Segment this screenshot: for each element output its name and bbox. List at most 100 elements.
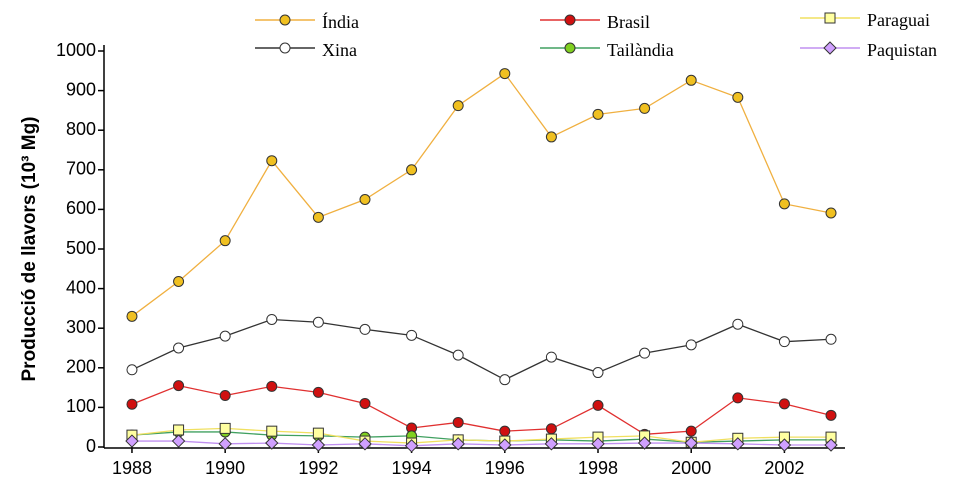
data-point xyxy=(171,434,186,448)
legend-label: Índia xyxy=(322,11,359,32)
data-point xyxy=(218,437,232,451)
data-point xyxy=(592,399,604,411)
data-point xyxy=(266,380,278,392)
data-point xyxy=(591,437,605,451)
data-point xyxy=(126,398,138,410)
data-point xyxy=(778,336,790,348)
data-point xyxy=(359,194,371,205)
data-point xyxy=(592,108,604,120)
data-point xyxy=(778,198,790,210)
data-point xyxy=(544,437,559,451)
data-point xyxy=(639,102,651,114)
x-tick-label: 2002 xyxy=(764,458,804,478)
series-line xyxy=(131,384,832,435)
data-point xyxy=(545,131,557,143)
y-tick-label: 1000 xyxy=(56,40,96,60)
x-tick-label: 1988 xyxy=(112,458,152,478)
legend-marker xyxy=(824,12,836,24)
data-point xyxy=(266,313,278,325)
data-point xyxy=(545,351,557,363)
legend-marker xyxy=(564,14,576,26)
data-point xyxy=(824,438,838,452)
data-point xyxy=(732,318,744,330)
series-line xyxy=(131,427,832,444)
data-point xyxy=(219,390,231,402)
data-point xyxy=(173,275,185,287)
data-point xyxy=(312,211,324,223)
data-point xyxy=(545,423,557,435)
data-point xyxy=(825,409,837,421)
x-tick-label: 1994 xyxy=(392,458,432,478)
data-point xyxy=(173,342,185,354)
data-point xyxy=(173,424,185,436)
y-tick-label: 400 xyxy=(66,277,96,297)
data-point xyxy=(173,380,185,392)
data-point xyxy=(731,437,745,451)
data-point xyxy=(592,367,604,379)
series-line xyxy=(131,72,832,317)
y-tick-label: 800 xyxy=(66,119,96,139)
x-tick-label: 1992 xyxy=(298,458,338,478)
data-point xyxy=(452,100,464,112)
data-point xyxy=(406,329,418,341)
legend-label: Tailàndia xyxy=(607,40,674,60)
data-point xyxy=(219,330,231,342)
y-tick-label: 100 xyxy=(66,396,96,416)
data-point xyxy=(219,422,231,434)
y-tick-label: 700 xyxy=(66,159,96,179)
data-point xyxy=(452,349,464,361)
legend-marker xyxy=(279,14,291,26)
data-point xyxy=(359,397,371,409)
y-tick-label: 600 xyxy=(66,198,96,218)
data-point xyxy=(498,438,512,452)
legend-label: Paraguai xyxy=(867,10,930,30)
data-point xyxy=(312,316,324,328)
data-point xyxy=(499,425,511,437)
data-point xyxy=(265,436,279,450)
y-tick-label: 900 xyxy=(66,79,96,99)
y-tick-label: 300 xyxy=(66,317,96,337)
x-tick-label: 2000 xyxy=(671,458,711,478)
data-point xyxy=(732,392,744,404)
data-point xyxy=(685,339,697,351)
data-point xyxy=(311,438,326,452)
y-tick-label: 200 xyxy=(66,357,96,377)
data-point xyxy=(452,416,464,428)
legend-marker xyxy=(823,41,837,55)
data-point xyxy=(825,333,837,345)
series-line xyxy=(131,440,832,447)
data-point xyxy=(639,347,651,359)
data-point xyxy=(685,425,697,437)
y-tick-label: 0 xyxy=(86,436,96,456)
data-point xyxy=(732,91,744,103)
x-tick-label: 1996 xyxy=(485,458,525,478)
data-point xyxy=(126,310,138,322)
data-point xyxy=(266,155,278,167)
y-axis-label: Producció de llavors (10³ Mg) xyxy=(19,117,40,382)
data-point xyxy=(825,207,837,219)
data-point xyxy=(684,436,698,450)
data-point xyxy=(266,425,278,437)
x-tick-label: 1990 xyxy=(205,458,245,478)
data-point xyxy=(404,439,419,453)
data-point xyxy=(125,434,139,448)
series-line xyxy=(131,318,832,381)
legend-marker xyxy=(279,42,291,54)
data-point xyxy=(499,374,511,386)
legend-marker xyxy=(564,42,576,54)
data-point xyxy=(358,437,372,451)
data-point xyxy=(637,436,652,450)
data-point xyxy=(685,74,697,86)
data-point xyxy=(126,364,138,376)
legend-label: Brasil xyxy=(607,12,650,32)
data-point xyxy=(219,235,231,247)
legend-label: Paquistan xyxy=(867,40,937,60)
y-tick-label: 500 xyxy=(66,238,96,258)
data-point xyxy=(312,386,324,398)
data-point xyxy=(406,164,418,176)
data-point xyxy=(777,438,792,452)
data-point xyxy=(499,68,511,80)
data-point xyxy=(359,323,371,335)
data-point xyxy=(312,427,324,439)
